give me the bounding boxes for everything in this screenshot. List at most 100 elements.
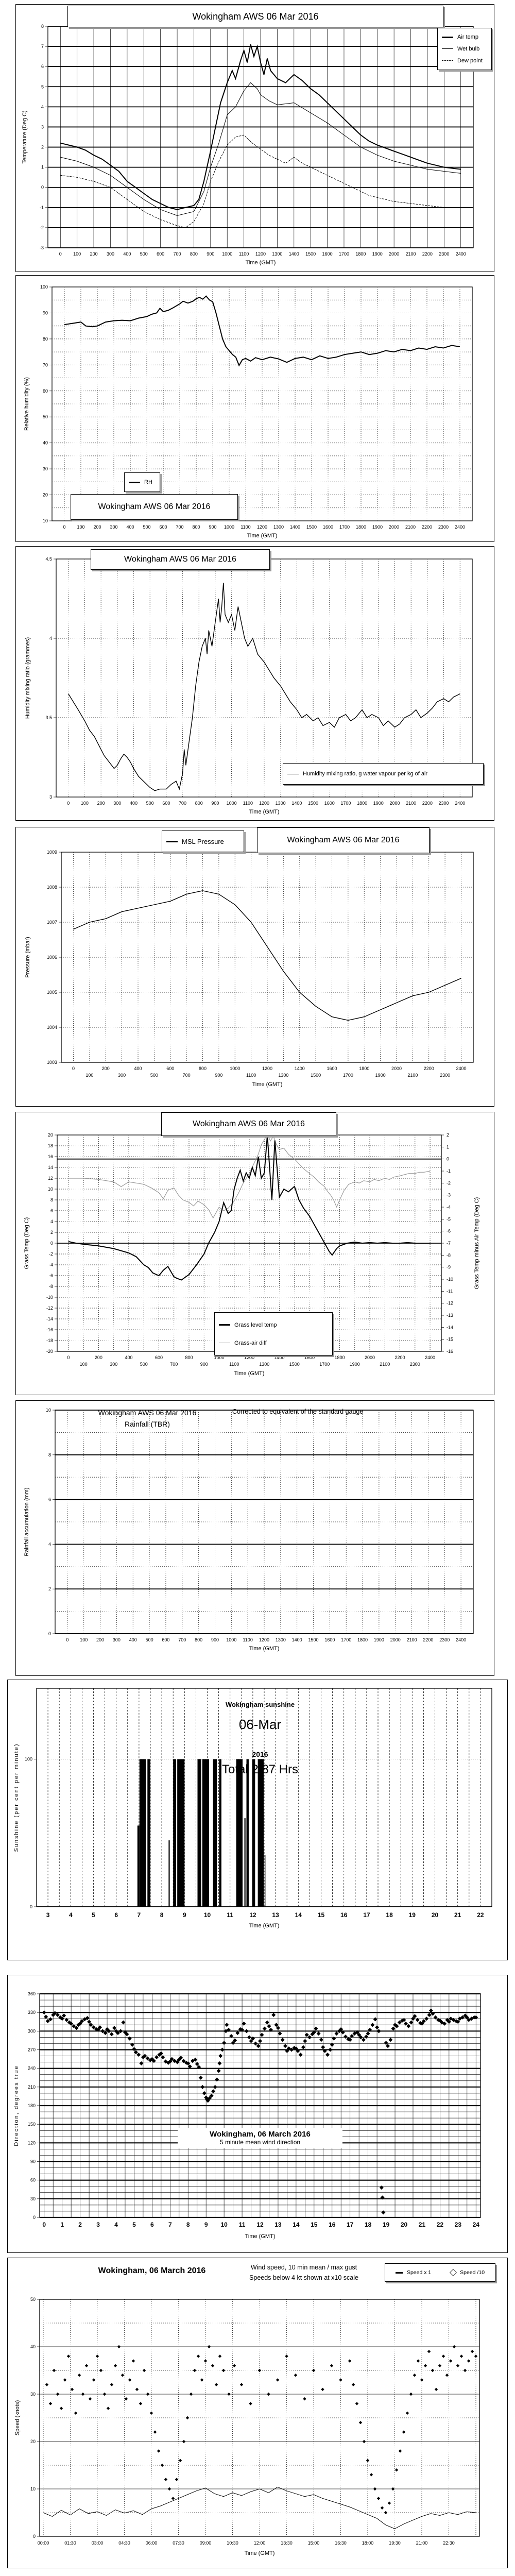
legend-item: RH (129, 479, 156, 485)
chart-panel-wind-direction: 0 30 60 90 120 150 180 210 240 270 300 330 360 0 1 2 3 4 5… (7, 1975, 508, 2253)
svg-text:50: 50 (43, 414, 48, 419)
svg-text:Time (GMT): Time (GMT) (246, 260, 276, 266)
svg-text:300: 300 (113, 801, 121, 806)
svg-text:0: 0 (33, 2534, 36, 2539)
svg-text:800: 800 (185, 1355, 193, 1360)
svg-text:600: 600 (166, 1066, 174, 1071)
svg-text:12:00: 12:00 (254, 2540, 266, 2546)
svg-text:300: 300 (110, 524, 117, 530)
legend-item: MSL Pressure (166, 838, 239, 845)
svg-text:-13: -13 (447, 1313, 453, 1318)
svg-text:10: 10 (204, 1911, 211, 1919)
svg-text:1100: 1100 (229, 1362, 239, 1367)
svg-text:1007: 1007 (47, 920, 57, 925)
svg-text:100: 100 (85, 1073, 93, 1078)
svg-text:-14: -14 (447, 1325, 453, 1330)
mixing-ratio-plot: 3 3.5 4 4.5 0 100 200 300 400 500 600 700 800 900 1000… (25, 556, 473, 815)
svg-text:4: 4 (69, 1911, 73, 1919)
svg-text:0: 0 (30, 1904, 32, 1909)
svg-text:2000: 2000 (389, 524, 399, 530)
svg-text:400: 400 (126, 524, 134, 530)
svg-text:200: 200 (90, 251, 98, 257)
svg-text:1900: 1900 (373, 801, 384, 806)
chart-title-block: Wokingham AWS 06 Mar 2016 Rainfall (TBR) (67, 1407, 227, 1430)
svg-text:1500: 1500 (305, 251, 316, 257)
chart-title-block: Wokingham, 06 March 2016 5 minute mean w… (178, 2128, 342, 2148)
svg-text:20: 20 (30, 2439, 36, 2444)
svg-text:1400: 1400 (292, 1637, 302, 1642)
svg-text:20: 20 (401, 2221, 408, 2228)
svg-text:2000: 2000 (391, 1066, 402, 1071)
svg-text:600: 600 (162, 1637, 169, 1642)
svg-text:04:30: 04:30 (118, 2540, 130, 2546)
svg-text:1006: 1006 (47, 955, 57, 960)
svg-text:2300: 2300 (439, 801, 449, 806)
svg-text:14: 14 (293, 2221, 300, 2228)
svg-text:60: 60 (43, 388, 48, 394)
legend-wind-speed: Speed x 1 Speed /10 (385, 2263, 495, 2282)
svg-text:1800: 1800 (356, 524, 366, 530)
svg-text:8: 8 (41, 24, 44, 29)
svg-text:50: 50 (30, 2297, 36, 2302)
svg-text:900: 900 (211, 1637, 219, 1642)
legend-grass-temp: Grass level temp Grass-air diff (214, 1312, 333, 1355)
legend-item: Wet bulb (442, 46, 487, 52)
svg-text:2200: 2200 (422, 524, 432, 530)
svg-text:1000: 1000 (227, 801, 237, 806)
pressure-plot: 1003 1004 1005 1006 1007 1008 1009 0 100 200 300 40… (25, 850, 474, 1088)
chart-title: Wokingham AWS 06 Mar 2016 (161, 1112, 336, 1136)
svg-text:1800: 1800 (357, 801, 367, 806)
svg-text:500: 500 (140, 1362, 148, 1367)
svg-text:3: 3 (46, 1911, 50, 1919)
svg-text:-16: -16 (46, 1327, 53, 1332)
chart-title-text: Wokingham AWS 06 Mar 2016 (124, 555, 236, 564)
svg-text:4.5: 4.5 (45, 556, 52, 562)
svg-text:10: 10 (30, 2486, 36, 2492)
svg-text:11: 11 (227, 1911, 233, 1919)
svg-text:1800: 1800 (357, 1637, 368, 1642)
correction-note: Corrected to equivalent of the standard … (232, 1408, 433, 1415)
svg-text:800: 800 (192, 524, 200, 530)
svg-text:200: 200 (93, 524, 101, 530)
svg-text:8: 8 (48, 1452, 51, 1458)
grass-level-temp-line-swatch (219, 1324, 230, 1326)
svg-text:4: 4 (48, 1541, 51, 1547)
svg-text:1500: 1500 (311, 1073, 321, 1078)
svg-text:1200: 1200 (255, 251, 266, 257)
svg-text:6: 6 (50, 1208, 53, 1213)
chart-panel-mixing-ratio: 3 3.5 4 4.5 0 100 200 300 400 500 600 700 800 900 1000… (15, 546, 494, 821)
svg-text:17: 17 (347, 2221, 354, 2228)
svg-text:1003: 1003 (47, 1060, 57, 1065)
svg-text:Grass Temp minus Air Temp (Deg: Grass Temp minus Air Temp (Deg C) (474, 1197, 480, 1290)
legend-item: Air temp (442, 34, 487, 40)
svg-text:2300: 2300 (440, 1073, 450, 1078)
svg-text:Time (GMT): Time (GMT) (234, 1370, 265, 1377)
svg-text:16: 16 (340, 1911, 348, 1919)
svg-text:19: 19 (383, 2221, 390, 2228)
svg-text:2000: 2000 (390, 1637, 401, 1642)
svg-text:3.5: 3.5 (45, 715, 52, 720)
svg-text:800: 800 (195, 801, 203, 806)
svg-text:1700: 1700 (341, 1637, 351, 1642)
svg-text:120: 120 (28, 2140, 36, 2145)
sunshine-year: 2016 (252, 1750, 268, 1758)
svg-text:20: 20 (43, 493, 48, 498)
svg-text:-15: -15 (447, 1337, 453, 1342)
svg-text:200: 200 (96, 1637, 104, 1642)
svg-text:400: 400 (123, 251, 131, 257)
svg-text:1800: 1800 (359, 1066, 369, 1071)
svg-text:21: 21 (419, 2221, 426, 2228)
svg-text:13: 13 (274, 2221, 282, 2228)
svg-text:900: 900 (211, 801, 219, 806)
svg-text:14: 14 (295, 1911, 302, 1919)
svg-text:15: 15 (311, 2221, 318, 2228)
svg-text:600: 600 (159, 524, 167, 530)
svg-text:-12: -12 (46, 1306, 53, 1311)
svg-text:5: 5 (92, 1911, 95, 1919)
legend-item: Speed x 1 (395, 2269, 431, 2276)
svg-text:0: 0 (67, 801, 70, 806)
svg-text:300: 300 (118, 1073, 126, 1078)
svg-text:300: 300 (113, 1637, 121, 1642)
